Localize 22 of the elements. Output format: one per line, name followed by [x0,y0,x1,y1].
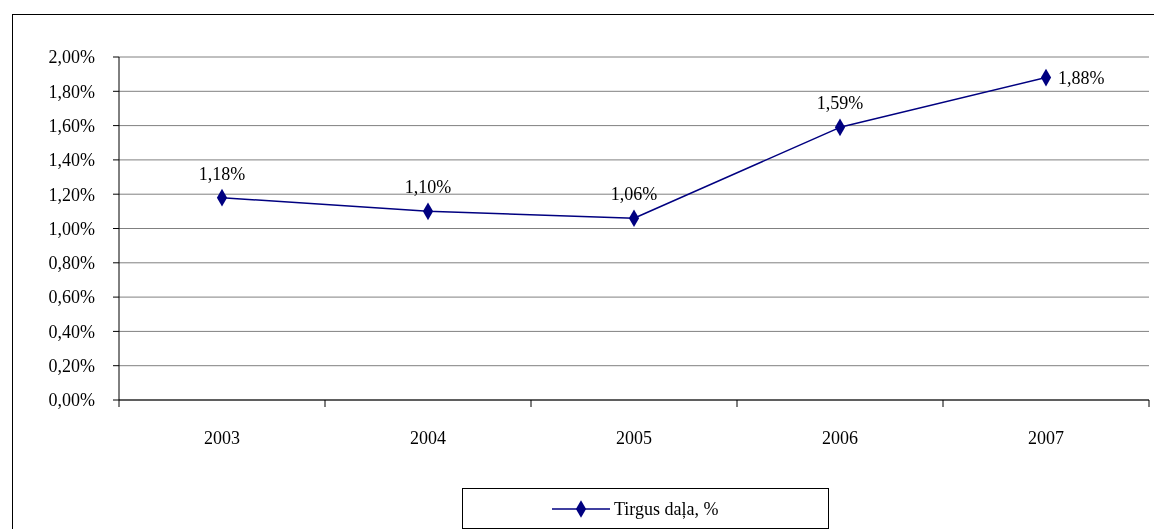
x-tick-label: 2004 [410,428,446,448]
data-label: 1,06% [610,184,658,205]
x-tick-label: 2006 [822,428,858,448]
y-tick-label: 1,00% [48,218,95,239]
legend-label: Tirgus daļa, % [614,499,719,520]
y-tick-label: 1,20% [48,184,95,205]
y-tick-label: 0,40% [48,321,95,342]
x-tick-label: 2005 [616,428,652,448]
data-label: 1,10% [404,177,452,198]
y-tick-label: 1,40% [48,150,95,171]
data-label: 1,88% [1058,67,1105,88]
y-tick-label: 1,60% [48,115,95,136]
data-label: 1,59% [816,93,864,114]
data-label: 1,18% [198,163,246,184]
y-tick-label: 0,80% [48,253,95,274]
y-tick-label: 0,20% [48,356,95,376]
y-tick-label: 0,60% [48,287,95,308]
y-tick-label: 0,00% [48,390,95,411]
y-tick-label: 2,00% [48,47,95,68]
y-tick-label: 1,80% [48,81,95,102]
x-tick-label: 2007 [1028,428,1064,448]
x-tick-label: 2003 [204,428,240,448]
